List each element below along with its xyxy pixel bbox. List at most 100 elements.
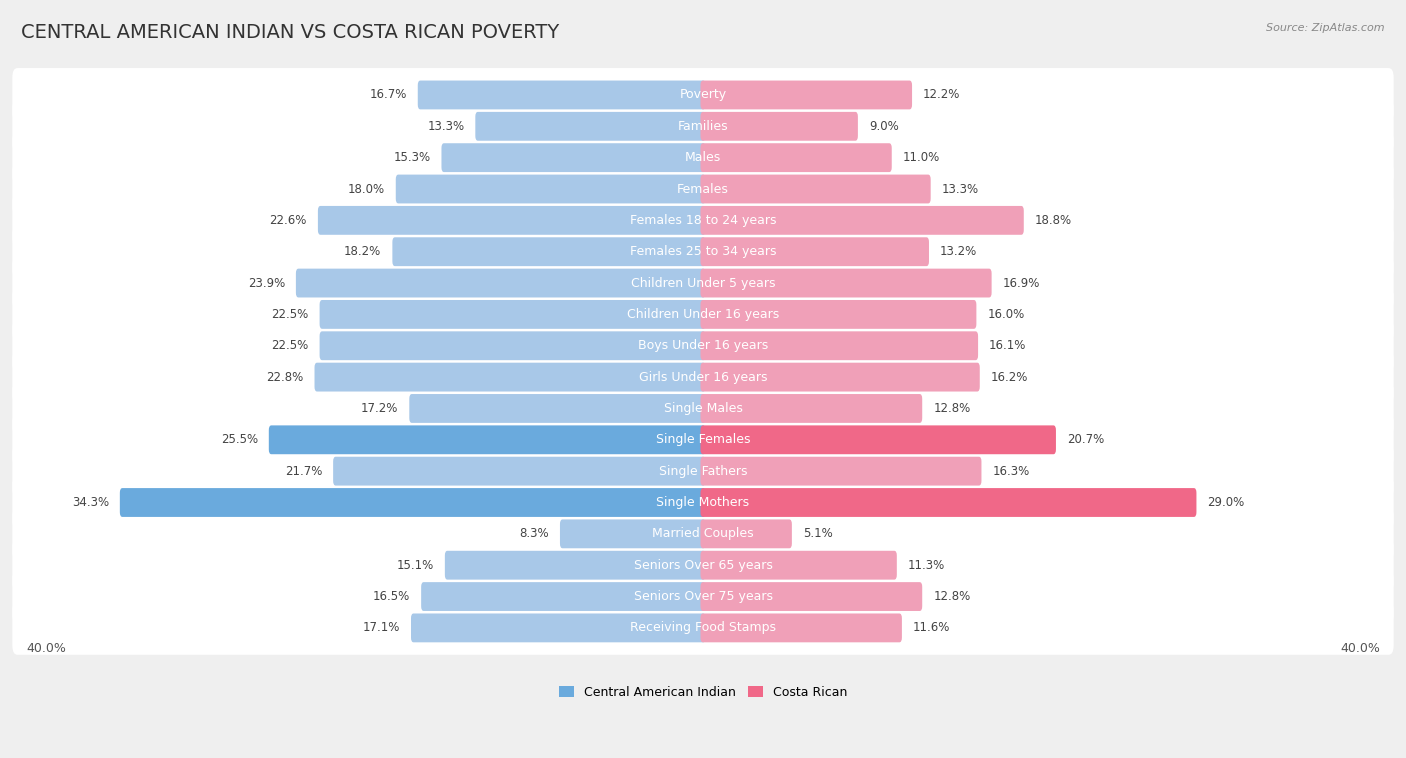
FancyBboxPatch shape (422, 582, 706, 611)
FancyBboxPatch shape (700, 613, 901, 642)
Text: 16.1%: 16.1% (988, 340, 1026, 352)
FancyBboxPatch shape (333, 457, 706, 486)
Text: Source: ZipAtlas.com: Source: ZipAtlas.com (1267, 23, 1385, 33)
FancyBboxPatch shape (700, 488, 1197, 517)
FancyBboxPatch shape (13, 68, 1393, 122)
Text: 22.5%: 22.5% (271, 308, 308, 321)
Text: 25.5%: 25.5% (221, 434, 257, 446)
Text: 34.3%: 34.3% (72, 496, 108, 509)
Text: 40.0%: 40.0% (25, 642, 66, 655)
Text: Seniors Over 65 years: Seniors Over 65 years (634, 559, 772, 572)
FancyBboxPatch shape (418, 80, 706, 109)
FancyBboxPatch shape (700, 394, 922, 423)
Text: Females 18 to 24 years: Females 18 to 24 years (630, 214, 776, 227)
FancyBboxPatch shape (560, 519, 706, 548)
Text: 11.6%: 11.6% (912, 622, 950, 634)
FancyBboxPatch shape (295, 268, 706, 297)
FancyBboxPatch shape (13, 350, 1393, 404)
FancyBboxPatch shape (13, 538, 1393, 592)
FancyBboxPatch shape (700, 80, 912, 109)
FancyBboxPatch shape (13, 225, 1393, 279)
Text: Boys Under 16 years: Boys Under 16 years (638, 340, 768, 352)
FancyBboxPatch shape (269, 425, 706, 454)
Text: 16.5%: 16.5% (373, 590, 411, 603)
Text: 18.2%: 18.2% (344, 245, 381, 258)
Text: 12.2%: 12.2% (924, 89, 960, 102)
Text: 16.3%: 16.3% (993, 465, 1029, 478)
FancyBboxPatch shape (700, 237, 929, 266)
Text: 22.6%: 22.6% (270, 214, 307, 227)
FancyBboxPatch shape (395, 174, 706, 203)
FancyBboxPatch shape (13, 99, 1393, 153)
Text: 5.1%: 5.1% (803, 528, 832, 540)
Text: 29.0%: 29.0% (1208, 496, 1244, 509)
FancyBboxPatch shape (700, 457, 981, 486)
FancyBboxPatch shape (700, 519, 792, 548)
Text: 11.0%: 11.0% (903, 151, 941, 164)
Text: 15.3%: 15.3% (394, 151, 430, 164)
FancyBboxPatch shape (700, 143, 891, 172)
FancyBboxPatch shape (700, 425, 1056, 454)
Text: Children Under 16 years: Children Under 16 years (627, 308, 779, 321)
FancyBboxPatch shape (411, 613, 706, 642)
FancyBboxPatch shape (315, 362, 706, 392)
Legend: Central American Indian, Costa Rican: Central American Indian, Costa Rican (553, 679, 853, 705)
Text: 13.3%: 13.3% (427, 120, 464, 133)
FancyBboxPatch shape (13, 507, 1393, 561)
Text: Children Under 5 years: Children Under 5 years (631, 277, 775, 290)
FancyBboxPatch shape (13, 131, 1393, 184)
FancyBboxPatch shape (392, 237, 706, 266)
Text: Families: Families (678, 120, 728, 133)
FancyBboxPatch shape (700, 206, 1024, 235)
Text: 20.7%: 20.7% (1067, 434, 1104, 446)
FancyBboxPatch shape (13, 256, 1393, 310)
Text: Single Mothers: Single Mothers (657, 496, 749, 509)
FancyBboxPatch shape (13, 570, 1393, 623)
FancyBboxPatch shape (13, 601, 1393, 655)
Text: Seniors Over 75 years: Seniors Over 75 years (634, 590, 772, 603)
Text: 22.8%: 22.8% (266, 371, 304, 384)
Text: CENTRAL AMERICAN INDIAN VS COSTA RICAN POVERTY: CENTRAL AMERICAN INDIAN VS COSTA RICAN P… (21, 23, 560, 42)
Text: 23.9%: 23.9% (247, 277, 285, 290)
FancyBboxPatch shape (700, 551, 897, 580)
FancyBboxPatch shape (700, 268, 991, 297)
FancyBboxPatch shape (700, 582, 922, 611)
FancyBboxPatch shape (700, 362, 980, 392)
Text: 16.7%: 16.7% (370, 89, 406, 102)
Text: Single Males: Single Males (664, 402, 742, 415)
FancyBboxPatch shape (13, 475, 1393, 529)
Text: Receiving Food Stamps: Receiving Food Stamps (630, 622, 776, 634)
Text: 18.8%: 18.8% (1035, 214, 1071, 227)
Text: 21.7%: 21.7% (285, 465, 322, 478)
FancyBboxPatch shape (13, 162, 1393, 216)
Text: Single Females: Single Females (655, 434, 751, 446)
Text: Females 25 to 34 years: Females 25 to 34 years (630, 245, 776, 258)
Text: 12.8%: 12.8% (934, 590, 970, 603)
FancyBboxPatch shape (409, 394, 706, 423)
Text: 40.0%: 40.0% (1340, 642, 1381, 655)
FancyBboxPatch shape (700, 174, 931, 203)
FancyBboxPatch shape (700, 331, 979, 360)
Text: 9.0%: 9.0% (869, 120, 898, 133)
Text: 13.3%: 13.3% (942, 183, 979, 196)
Text: Females: Females (678, 183, 728, 196)
Text: 16.2%: 16.2% (991, 371, 1028, 384)
Text: 13.2%: 13.2% (941, 245, 977, 258)
FancyBboxPatch shape (441, 143, 706, 172)
Text: 16.9%: 16.9% (1002, 277, 1040, 290)
FancyBboxPatch shape (120, 488, 706, 517)
Text: Married Couples: Married Couples (652, 528, 754, 540)
Text: 15.1%: 15.1% (396, 559, 434, 572)
Text: Males: Males (685, 151, 721, 164)
Text: 22.5%: 22.5% (271, 340, 308, 352)
FancyBboxPatch shape (13, 319, 1393, 373)
FancyBboxPatch shape (13, 193, 1393, 247)
FancyBboxPatch shape (475, 112, 706, 141)
FancyBboxPatch shape (700, 112, 858, 141)
FancyBboxPatch shape (13, 444, 1393, 498)
Text: 11.3%: 11.3% (908, 559, 945, 572)
Text: Single Fathers: Single Fathers (659, 465, 747, 478)
Text: 12.8%: 12.8% (934, 402, 970, 415)
Text: 8.3%: 8.3% (519, 528, 548, 540)
Text: 18.0%: 18.0% (347, 183, 385, 196)
